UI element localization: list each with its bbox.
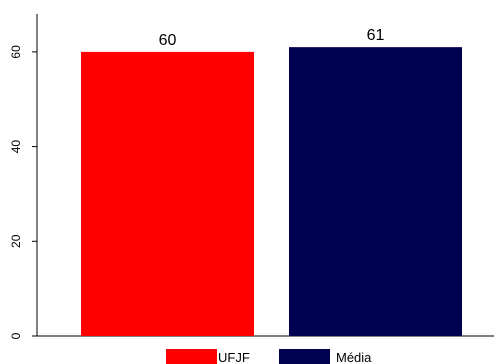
y-tick-label: 20: [9, 234, 23, 248]
y-tick-label: 0: [9, 332, 23, 339]
data-labels: 60 61: [159, 27, 385, 49]
y-axis-ticks: 0 20 40 60: [9, 45, 37, 339]
bar-value-label: 61: [367, 27, 385, 44]
legend-label: Média: [336, 350, 372, 364]
legend-swatch: [166, 349, 217, 364]
y-tick-label: 60: [9, 45, 23, 59]
bars: [81, 47, 462, 336]
legend-swatch: [279, 349, 330, 364]
bar-value-label: 60: [159, 32, 177, 49]
legend: UFJF Média: [166, 349, 372, 364]
bar-ufjf: [81, 51, 254, 336]
legend-label: UFJF: [218, 350, 250, 364]
y-tick-label: 40: [9, 140, 23, 154]
plot-area: 0 20 40 60 60 61: [9, 14, 494, 339]
bar-média: [289, 47, 462, 336]
